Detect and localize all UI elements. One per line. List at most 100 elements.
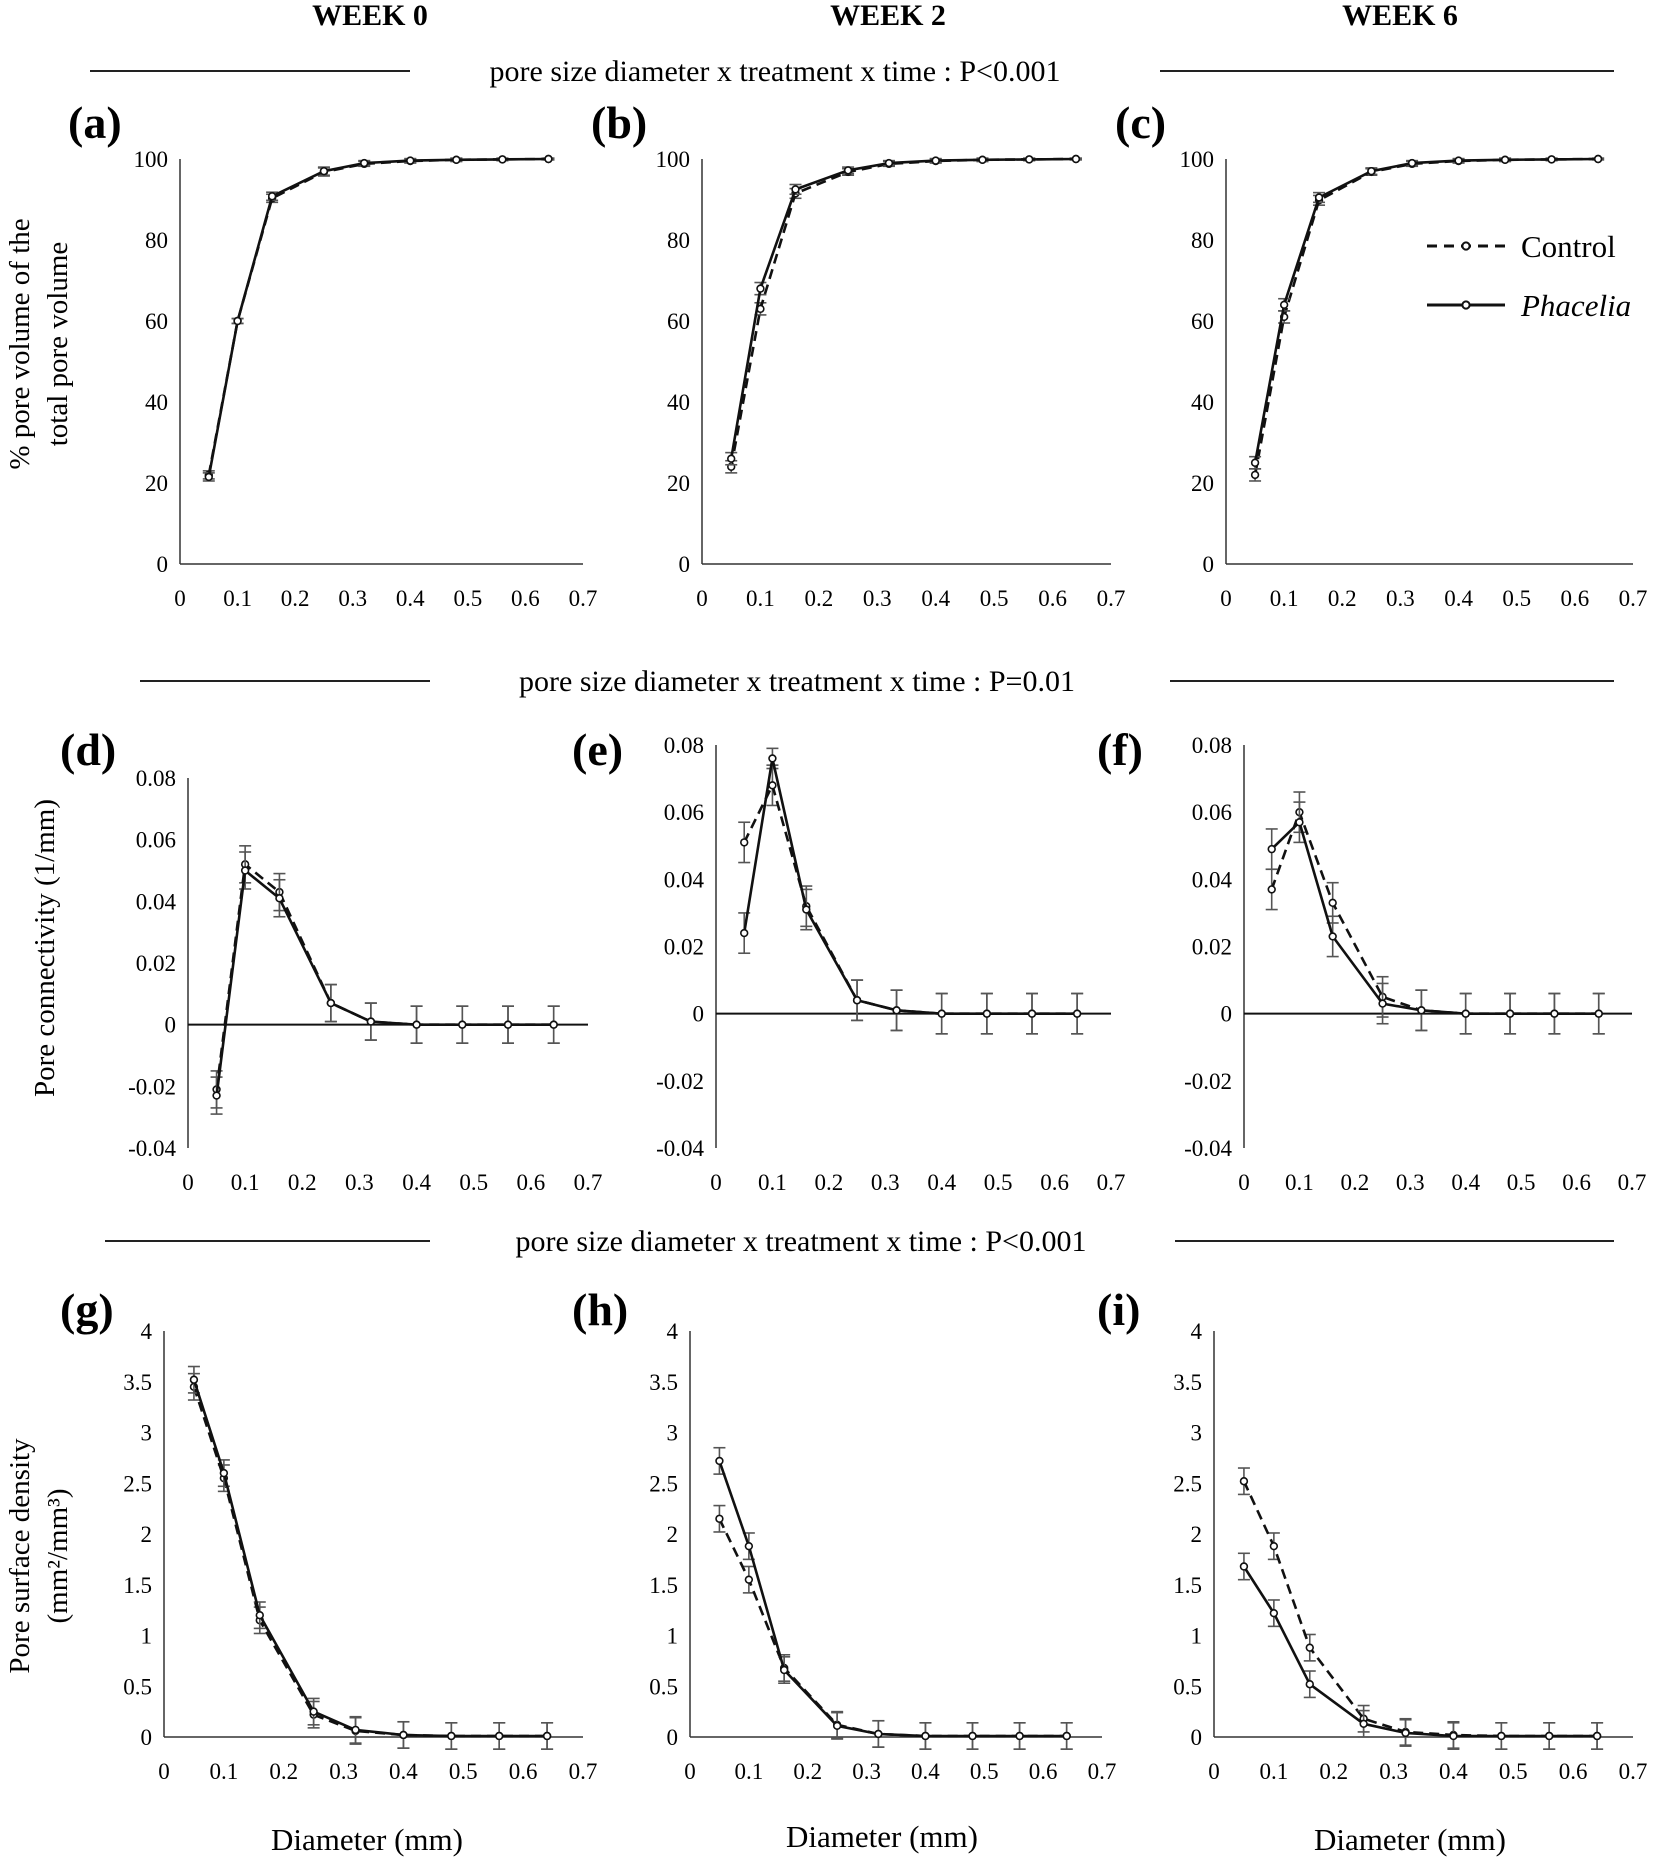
y-tick-label: -0.04: [1184, 1136, 1232, 1161]
x-tick-label: 0.4: [911, 1759, 940, 1784]
y-tick-label: -0.04: [656, 1136, 704, 1161]
x-tick-label: 0.3: [345, 1170, 374, 1195]
series-control-line: [215, 862, 554, 1090]
series-phacelia-point: [744, 1541, 754, 1551]
x-tick-label: 0.4: [1451, 1170, 1480, 1195]
series-phacelia-point: [360, 158, 369, 168]
x-tick-label: 0.2: [269, 1759, 298, 1784]
series-phacelia-point: [852, 996, 862, 1005]
y-tick-label: 0: [1191, 1725, 1203, 1750]
x-tick-label: 0.5: [1502, 586, 1531, 611]
series-control-line: [743, 783, 1078, 1016]
series-phacelia-line: [718, 1460, 1067, 1738]
x-tick-label: 0.3: [1386, 586, 1415, 611]
y-tick-label: 2: [667, 1522, 679, 1547]
y-tick-label: 40: [1191, 390, 1214, 415]
x-tick-label: 0.2: [804, 586, 833, 611]
x-tick-label: 0.1: [734, 1759, 763, 1784]
series-control: [187, 1372, 554, 1750]
y-tick-label: -0.02: [656, 1069, 704, 1094]
series-phacelia-point: [212, 1091, 221, 1100]
series-phacelia-point: [267, 192, 277, 201]
y-tick-label: 3.5: [649, 1370, 678, 1395]
series-control-point: [1328, 898, 1337, 908]
y-tick-label: 0.06: [664, 800, 704, 825]
series-phacelia-point: [204, 472, 213, 482]
series-phacelia-point: [326, 998, 336, 1008]
y-tick-label: 2.5: [123, 1471, 152, 1496]
x-tick-label: 0.5: [453, 586, 482, 611]
series-phacelia-point: [406, 156, 415, 165]
y-tick-label: 0.02: [136, 951, 176, 976]
series-phacelia-point: [1454, 156, 1463, 165]
x-tick-label: 0.1: [223, 586, 252, 611]
y-tick-label: 80: [1191, 228, 1214, 253]
series-control-point: [715, 1514, 724, 1523]
x-tick-label: 0.5: [1507, 1170, 1536, 1195]
x-tick-label: 0.2: [281, 586, 310, 611]
y-tick-label: 0.08: [664, 733, 704, 758]
x-tick-label: 0: [174, 586, 186, 611]
y-tick-label: 0: [667, 1725, 679, 1750]
series-control: [725, 154, 1082, 474]
series-phacelia-point: [843, 166, 853, 175]
y-tick-label: 2.5: [649, 1471, 678, 1496]
y-tick-label: 60: [667, 309, 690, 334]
y-tick-label: 100: [656, 147, 691, 172]
row3-ylabel-line2: (mm²/mm³): [42, 1489, 74, 1624]
x-tick-label: 0.1: [209, 1759, 238, 1784]
series-control-point: [1239, 1477, 1249, 1486]
y-tick-label: 0: [1203, 552, 1215, 577]
series-phacelia-point: [1461, 1009, 1470, 1018]
series-phacelia-point: [1594, 1009, 1603, 1018]
series-phacelia-point: [351, 1725, 360, 1735]
series-phacelia-point: [1449, 1731, 1458, 1741]
series-phacelia-point: [1359, 1719, 1368, 1729]
y-tick-label: 3: [141, 1421, 153, 1446]
series-phacelia-point: [319, 166, 329, 176]
x-tick-label: 0.4: [921, 586, 950, 611]
series-phacelia-point: [366, 1017, 376, 1026]
series-phacelia-line: [1242, 1565, 1598, 1738]
series-phacelia-point: [892, 1006, 901, 1015]
series-control-point: [744, 1575, 754, 1584]
x-tick-label: 0.3: [338, 586, 367, 611]
panel-a: (a) 0 20 40 60 80 100 0 0.1 0.2 0.3 0.4 0.5 0.6 0.7: [68, 97, 597, 611]
y-tick-label: 0: [1221, 1002, 1233, 1027]
series-phacelia-point: [452, 155, 461, 165]
panel-label: (f): [1097, 724, 1143, 775]
y-tick-label: 4: [141, 1319, 153, 1344]
y-tick-label: 2: [1191, 1522, 1203, 1547]
series-phacelia-point: [921, 1731, 930, 1741]
x-tick-label: 0.3: [1379, 1759, 1408, 1784]
x-tick-label: 0.1: [1259, 1759, 1288, 1784]
y-tick-label: 1: [141, 1624, 153, 1649]
series-phacelia-point: [549, 1020, 558, 1029]
series-phacelia-point: [498, 155, 507, 164]
series-phacelia: [725, 154, 1082, 466]
series-phacelia-point: [1593, 154, 1603, 164]
series-control-line: [1253, 157, 1599, 476]
series-phacelia-point: [255, 1610, 264, 1620]
y-tick-label: 60: [1191, 309, 1214, 334]
x-tick-label: 0.4: [1439, 1759, 1468, 1784]
series-phacelia: [1265, 801, 1605, 1035]
series-phacelia-point: [495, 1731, 504, 1741]
y-tick-label: 80: [667, 228, 690, 253]
y-tick-label: 3.5: [1173, 1370, 1202, 1395]
series-phacelia-point: [219, 1468, 229, 1478]
panel-label: (e): [572, 724, 623, 775]
series-phacelia-point: [1401, 1728, 1410, 1738]
x-tick-label: 0.5: [459, 1170, 488, 1195]
x-tick-label: 0.7: [569, 1759, 598, 1784]
x-tick-label: 0.5: [980, 586, 1009, 611]
y-tick-label: 1.5: [123, 1573, 152, 1598]
xlabel-week0: Diameter (mm): [271, 1822, 463, 1857]
series-phacelia-point: [189, 1375, 199, 1384]
y-tick-label: 0: [157, 552, 169, 577]
series-phacelia-point: [458, 1020, 467, 1029]
y-tick-label: 20: [667, 471, 690, 496]
series-control-line: [729, 157, 1076, 468]
